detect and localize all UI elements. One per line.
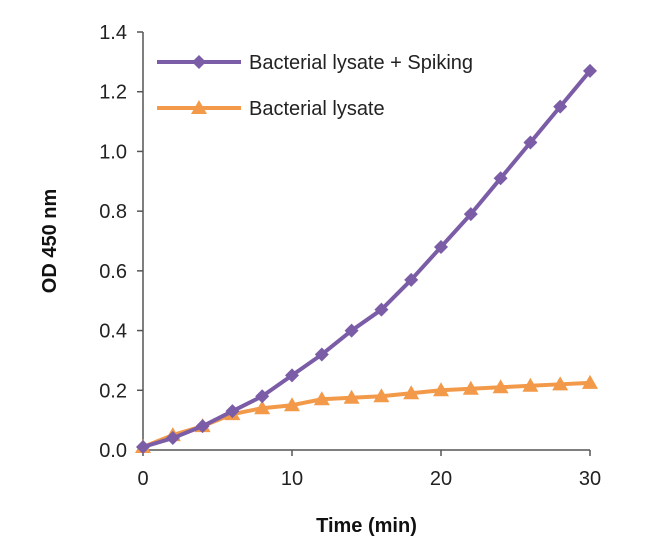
y-tick-label: 0.4 (99, 321, 127, 343)
data-point (462, 380, 479, 395)
data-point (493, 171, 508, 186)
y-tick-label: 1.0 (99, 141, 127, 163)
data-point (583, 63, 597, 78)
series-layer (135, 63, 598, 455)
legend: Bacterial lysate + Spiking Bacterial lysa… (157, 52, 473, 120)
y-tick-label: 0.8 (99, 201, 127, 223)
legend-item: Bacterial lysate (157, 98, 385, 120)
data-point (313, 391, 330, 406)
x-axis-title: Time (min) (316, 515, 417, 537)
data-point (523, 135, 538, 150)
x-tick-label: 30 (579, 468, 601, 490)
data-point (373, 388, 390, 403)
series-2 (135, 374, 598, 454)
data-point (225, 404, 240, 419)
data-point (374, 302, 389, 317)
data-point (136, 440, 150, 455)
data-point (285, 368, 299, 383)
y-axis: 0.0 0.2 0.4 0.6 0.8 1.0 1.2 1.4 (99, 22, 144, 462)
data-point (433, 382, 449, 397)
data-point (492, 379, 509, 394)
legend-label: Bacterial lysate (249, 98, 385, 120)
y-tick-label: 1.4 (99, 22, 127, 44)
x-tick-label: 0 (137, 468, 148, 490)
y-ticks: 0.0 0.2 0.4 0.6 0.8 1.0 1.2 1.4 (99, 22, 143, 462)
legend-marker (192, 55, 206, 69)
data-point (255, 389, 270, 404)
data-point (314, 347, 329, 362)
data-point (434, 239, 448, 254)
data-point (344, 323, 359, 338)
series-line (142, 380, 591, 449)
y-tick-label: 0.2 (99, 380, 127, 402)
data-point (403, 385, 420, 400)
data-point (552, 376, 569, 391)
data-point (553, 99, 568, 114)
data-point (463, 207, 478, 222)
legend-marker (191, 100, 207, 114)
x-axis: 0 10 20 30 (137, 449, 601, 490)
series-line (142, 69, 592, 449)
data-point (522, 377, 539, 392)
y-tick-label: 0.0 (99, 440, 127, 462)
y-tick-label: 0.6 (99, 261, 127, 283)
y-axis-title: OD 450 nm (39, 189, 61, 293)
series-1 (136, 63, 597, 455)
data-point (284, 397, 300, 412)
x-ticks: 0 10 20 30 (137, 450, 601, 490)
data-point (582, 374, 598, 389)
data-point (404, 272, 419, 287)
data-point (254, 400, 271, 415)
data-point (343, 389, 360, 404)
legend-label: Bacterial lysate + Spiking (249, 52, 473, 74)
x-tick-label: 20 (430, 468, 452, 490)
data-point (195, 419, 210, 434)
data-point (165, 431, 180, 446)
y-tick-label: 1.2 (99, 82, 127, 104)
legend-item: Bacterial lysate + Spiking (157, 52, 473, 74)
x-tick-label: 10 (281, 468, 303, 490)
